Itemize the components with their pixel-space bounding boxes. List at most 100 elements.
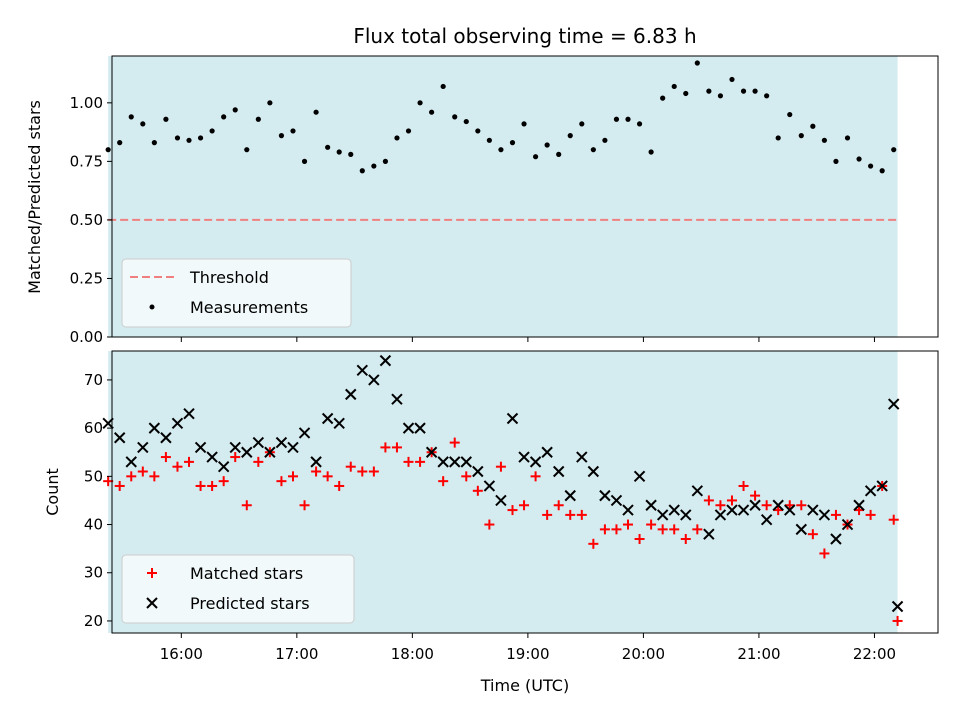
- predicted-star-point: [437, 456, 449, 468]
- matched-star-point: [542, 509, 553, 520]
- predicted-star-point: [737, 504, 750, 516]
- predicted-star-point: [217, 460, 230, 473]
- bottom-y-ticks: 20 30 40 50 60 70: [84, 371, 112, 630]
- measurement-point: [775, 135, 781, 141]
- predicted-star-point: [113, 432, 126, 444]
- measurement-point: [821, 137, 828, 143]
- measurement-point: [787, 111, 793, 118]
- measurement-point: [810, 123, 816, 129]
- y-tick-label: 40: [84, 516, 103, 534]
- bottom-plot-frame: [111, 350, 939, 634]
- measurement-point: [174, 135, 181, 141]
- y-tick-label: 50: [84, 467, 103, 485]
- predicted-star-point: [321, 412, 334, 425]
- measurement-point: [683, 90, 689, 97]
- predicted-star-point: [137, 441, 149, 454]
- matched-star-point: [357, 466, 368, 477]
- measurement-point: [290, 128, 296, 134]
- predicted-stars-points: [102, 354, 904, 613]
- x-tick-label: 20:00: [622, 645, 665, 663]
- measurement-point: [579, 121, 585, 127]
- x-tick-label: 16:00: [160, 645, 203, 663]
- measurement-point: [648, 149, 654, 155]
- matched-star-point: [311, 466, 322, 477]
- predicted-star-point: [680, 509, 692, 521]
- matched-star-point: [114, 480, 125, 491]
- measurement-point: [232, 107, 238, 113]
- predicted-star-point: [622, 504, 634, 516]
- matched-star-point: [415, 456, 426, 467]
- matched-star-point: [646, 519, 657, 530]
- matched-star-point: [137, 466, 148, 477]
- x-tick-label: 22:00: [853, 645, 896, 663]
- predicted-star-point: [229, 441, 241, 454]
- x-tick-label: 18:00: [391, 645, 434, 663]
- measurement-point: [394, 135, 400, 141]
- matched-star-point: [692, 524, 703, 535]
- predicted-star-point: [425, 446, 438, 458]
- bottom-legend: Matched stars Predicted stars: [121, 554, 355, 624]
- top-y-ticks: 0.00 0.25 0.50 0.75 1.00: [70, 94, 112, 346]
- x-tick-label: 17:00: [275, 645, 318, 663]
- predicted-star-point: [333, 417, 345, 430]
- y-tick-label: 60: [84, 419, 103, 437]
- legend-measurements-swatch: [149, 304, 155, 310]
- predicted-star-point: [830, 533, 842, 545]
- predicted-star-point: [749, 499, 761, 511]
- measurement-point: [636, 121, 643, 127]
- predicted-star-point: [772, 499, 784, 511]
- predicted-star-point: [402, 422, 415, 434]
- measurement-point: [833, 158, 839, 164]
- matched-star-point: [403, 456, 414, 467]
- y-tick-label: 1.00: [70, 94, 103, 112]
- predicted-star-point: [818, 509, 831, 521]
- top-legend-box: [121, 258, 352, 328]
- predicted-star-point: [891, 600, 904, 613]
- measurement-point: [509, 140, 516, 146]
- predicted-star-point: [298, 427, 311, 439]
- measurement-point: [729, 76, 735, 83]
- y-tick-label: 0.75: [70, 152, 103, 170]
- measurement-point: [798, 133, 804, 139]
- matched-star-point: [599, 524, 610, 535]
- predicted-star-point: [541, 446, 553, 458]
- bottom-panel: 20 30 40 50 60 70 16:00 17:00 18:00 19:00 20:00 21…: [43, 350, 939, 695]
- predicted-star-point: [633, 470, 646, 483]
- matched-star-point: [287, 471, 298, 482]
- measurement-point: [382, 158, 389, 164]
- matched-star-point: [495, 461, 506, 472]
- predicted-star-point: [391, 393, 403, 405]
- predicted-star-point: [760, 514, 773, 526]
- measurement-point: [717, 93, 724, 99]
- matched-star-point: [588, 538, 599, 549]
- matched-star-point: [380, 442, 391, 453]
- matched-star-point: [172, 461, 183, 472]
- measurement-point: [452, 114, 458, 120]
- measurement-point: [694, 60, 700, 66]
- matched-star-point: [438, 476, 449, 487]
- predicted-star-point: [160, 432, 172, 444]
- predicted-star-point: [194, 441, 207, 454]
- measurement-point: [186, 137, 192, 143]
- matched-star-point: [565, 509, 576, 520]
- predicted-star-point: [506, 412, 519, 425]
- y-tick-label: 0.25: [70, 269, 103, 287]
- measurement-point: [486, 137, 492, 143]
- predicted-star-point: [853, 499, 865, 511]
- matched-stars-points: [103, 437, 903, 626]
- matched-star-point: [322, 471, 333, 482]
- measurement-point: [336, 149, 342, 155]
- matched-star-point: [276, 476, 287, 487]
- measurement-point: [740, 88, 747, 94]
- measurement-point: [313, 109, 319, 115]
- measurement-point: [325, 144, 331, 150]
- legend-matched-label: Matched stars: [190, 564, 303, 583]
- predicted-star-point: [610, 494, 623, 507]
- matched-star-point: [761, 500, 772, 511]
- y-tick-label: 20: [84, 612, 103, 630]
- measurement-point: [891, 147, 897, 153]
- matched-star-point: [796, 500, 807, 511]
- y-tick-label: 0.50: [70, 211, 103, 229]
- predicted-star-point: [460, 456, 472, 468]
- measurement-point: [590, 147, 596, 153]
